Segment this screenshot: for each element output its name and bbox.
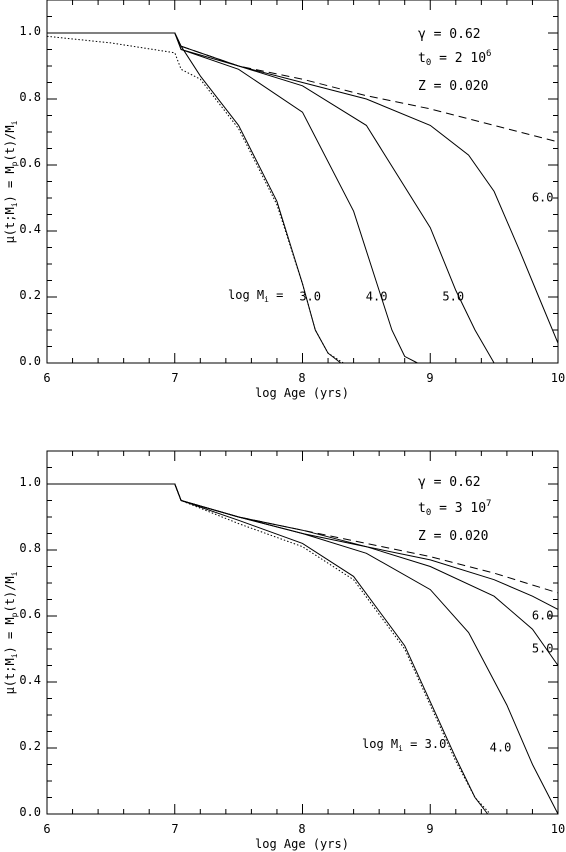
- y-tick-label: 0.4: [19, 222, 41, 236]
- y-tick-label: 0.6: [19, 607, 41, 621]
- x-tick-label: 10: [551, 371, 565, 385]
- x-axis-label: log Age (yrs): [255, 837, 349, 851]
- x-tick-label: 6: [43, 822, 50, 836]
- x-tick-label: 8: [298, 371, 305, 385]
- y-tick-label: 1.0: [19, 24, 41, 38]
- y-tick-label: 0.0: [19, 354, 41, 368]
- x-tick-label: 6: [43, 371, 50, 385]
- y-tick-label: 0.2: [19, 739, 41, 753]
- x-tick-label: 10: [551, 822, 565, 836]
- annotation-t0: t0 = 2 106: [418, 49, 491, 68]
- y-tick-label: 0.4: [19, 673, 41, 687]
- curve-label: 5.0: [442, 289, 464, 303]
- y-tick-label: 0.2: [19, 288, 41, 302]
- curve-label: 3.0: [299, 289, 321, 303]
- curves-bottom: [47, 483, 559, 815]
- x-tick-label: 7: [171, 371, 178, 385]
- x-tick-label: 8: [298, 822, 305, 836]
- mass-label-prefix: log Mi = 3.0: [362, 737, 446, 753]
- curve-logm-4-0: [47, 32, 418, 364]
- reference-curve-dashed: [47, 483, 559, 594]
- x-tick-label: 7: [171, 822, 178, 836]
- y-tick-label: 0.6: [19, 156, 41, 170]
- curve-labels-bottom: 4.0 5.0 6.0: [490, 608, 554, 754]
- annotation-metallicity: Z = 0.020: [418, 529, 488, 544]
- y-axis-label: μ(t;Mi) = Mp(t)/Mi: [3, 571, 19, 694]
- x-tick-label: 9: [426, 371, 433, 385]
- y-tick-label: 0.0: [19, 805, 41, 819]
- curves-top: [46, 32, 559, 364]
- curve-logm-3-0-dotted: [46, 35, 344, 364]
- curve-label: 4.0: [366, 289, 388, 303]
- x-tick-label: 9: [426, 822, 433, 836]
- curve-label: 4.0: [490, 740, 512, 754]
- annotation-t0: t0 = 3 107: [418, 499, 491, 518]
- curve-label: 6.0: [532, 608, 554, 622]
- curve-label: 5.0: [532, 641, 554, 655]
- annotation-metallicity: Z = 0.020: [418, 79, 488, 94]
- ticks-bottom: [46, 450, 559, 815]
- y-tick-label: 1.0: [19, 475, 41, 489]
- curve-labels-top: 3.0 4.0 5.0 6.0: [299, 190, 553, 303]
- curve-logm-3-0: [47, 32, 342, 364]
- y-tick-label: 0.8: [19, 90, 41, 104]
- annotation-gamma: γ = 0.62: [418, 27, 481, 42]
- y-axis-label: μ(t;Mi) = Mp(t)/Mi: [3, 120, 19, 243]
- annotation-gamma: γ = 0.62: [418, 475, 481, 490]
- curve-logm-3-0-dotted: [47, 483, 491, 815]
- x-axis-label: log Age (yrs): [255, 386, 349, 400]
- curve-label: 6.0: [532, 190, 554, 204]
- y-tick-label: 0.8: [19, 541, 41, 555]
- chart-bottom: 0.0 0.2 0.4 0.6 0.8 1.0 6 7 8 9 10 log A…: [3, 450, 565, 851]
- curve-logm-6-0: [47, 32, 559, 344]
- reference-curve-dashed: [47, 32, 559, 143]
- chart-top: 0.0 0.2 0.4 0.6 0.8 1.0 6 7 8 9 10 log A…: [3, 0, 565, 400]
- mass-label-prefix: log Mi =: [228, 288, 283, 304]
